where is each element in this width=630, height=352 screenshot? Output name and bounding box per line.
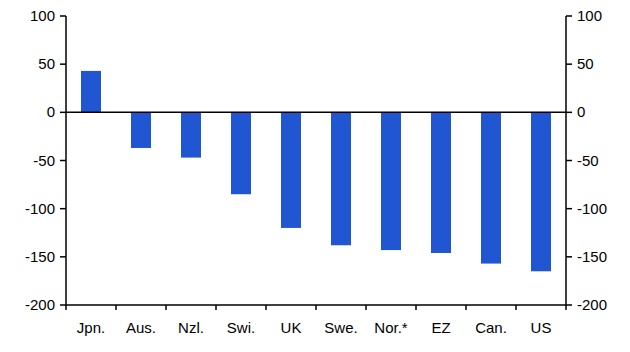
y-tick [60, 15, 66, 17]
x-tick-label: US [531, 319, 552, 336]
x-tick [165, 305, 167, 310]
chart-svg: -200 -200 -150 -150 -100 -100 -50 -50 0 0 50 50 100 1… [0, 0, 630, 352]
y-tick [60, 63, 66, 65]
y-tick [60, 256, 66, 258]
bar [81, 71, 101, 112]
chart-container: -200 -200 -150 -150 -100 -100 -50 -50 0 0 50 50 100 1… [0, 0, 630, 352]
bar [431, 112, 451, 253]
axes [60, 16, 572, 310]
bar [281, 112, 301, 228]
y2-tick-label: 100 [577, 7, 602, 24]
y-tick [60, 208, 66, 210]
y2-tick [566, 160, 572, 162]
y2-tick [566, 208, 572, 210]
y-tick [60, 112, 66, 114]
x-tick-label: Swi. [227, 319, 255, 336]
y-tick-label: -150 [25, 248, 55, 265]
y2-tick [566, 112, 572, 114]
y-tick-label: 0 [47, 103, 55, 120]
y2-tick [566, 256, 572, 258]
bar [531, 112, 551, 271]
y2-tick-label: 50 [577, 55, 594, 72]
y-tick-label: 50 [38, 55, 55, 72]
y2-tick-label: 0 [577, 103, 585, 120]
x-tick-label: Nzl. [178, 319, 204, 336]
x-tick-label: Swe. [324, 319, 357, 336]
x-tick [415, 305, 417, 310]
bar [381, 112, 401, 250]
x-tick-label: Aus. [126, 319, 156, 336]
zero-line [66, 112, 566, 114]
y-tick-label: -100 [25, 200, 55, 217]
x-tick [265, 305, 267, 310]
bar [131, 112, 151, 148]
x-tick-label: Can. [475, 319, 507, 336]
y-tick [60, 160, 66, 162]
y-tick-label: 100 [30, 7, 55, 24]
x-tick-label: Nor.* [374, 319, 408, 336]
bar [481, 112, 501, 263]
bar [181, 112, 201, 157]
y-tick [60, 304, 66, 306]
x-tick [465, 305, 467, 310]
y2-tick-label: -150 [577, 248, 607, 265]
x-tick [365, 305, 367, 310]
bar [231, 112, 251, 194]
y2-tick [566, 15, 572, 17]
x-tick-label: UK [281, 319, 302, 336]
y2-tick-label: -100 [577, 200, 607, 217]
y-tick-label: -50 [33, 152, 55, 169]
y-tick-label: -200 [25, 296, 55, 313]
x-tick-label: EZ [431, 319, 450, 336]
y2-tick [566, 304, 572, 306]
x-tick [315, 305, 317, 310]
x-tick [65, 305, 67, 310]
x-tick [215, 305, 217, 310]
bars [81, 71, 551, 271]
x-tick [565, 305, 567, 310]
y2-tick-label: -200 [577, 296, 607, 313]
y2-tick [566, 63, 572, 65]
bar [331, 112, 351, 245]
x-tick-label: Jpn. [77, 319, 105, 336]
x-tick [515, 305, 517, 310]
x-tick [115, 305, 117, 310]
y2-tick-label: -50 [577, 152, 599, 169]
